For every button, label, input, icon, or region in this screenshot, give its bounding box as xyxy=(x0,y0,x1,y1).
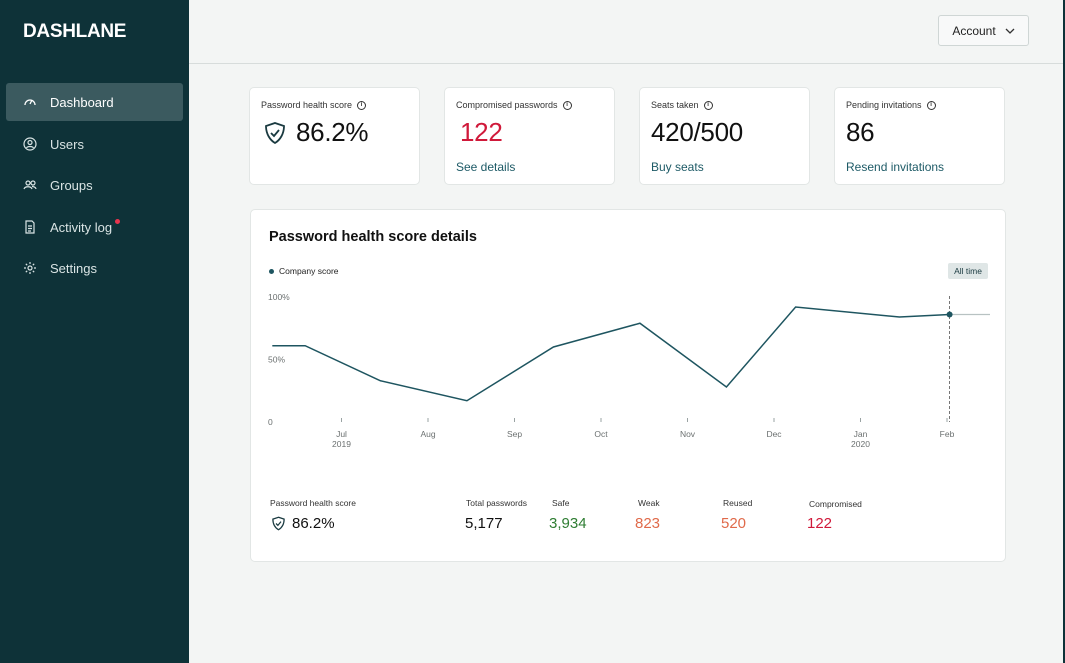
sidebar-item-label: Settings xyxy=(50,260,97,276)
card-value: 86 xyxy=(846,117,875,147)
health-score-panel: 0 50% 100% Jul 2019 Aug Sep Oct Nov Dec Jan 2020 Feb… xyxy=(250,209,1006,562)
x-tick-label: Jan xyxy=(854,429,868,439)
stat-weak-label: Weak xyxy=(638,498,660,508)
top-bar: Account xyxy=(189,0,1065,64)
x-tick-label: Feb xyxy=(940,429,955,439)
info-icon[interactable]: i xyxy=(703,100,713,110)
y-tick-label: 100% xyxy=(268,292,290,302)
card-label: Password health score xyxy=(261,100,353,110)
shield-check-icon xyxy=(265,122,285,145)
sidebar-item-label: Users xyxy=(50,136,84,152)
sidebar-item-activity-log[interactable]: Activity log xyxy=(6,208,183,246)
shield-check-icon xyxy=(272,516,285,531)
card-value: 420/500 xyxy=(651,117,743,147)
card-value: 86.2% xyxy=(296,117,369,147)
gauge-icon xyxy=(23,95,37,109)
account-label: Account xyxy=(952,23,996,38)
stat-compromised-label: Compromised xyxy=(809,499,862,509)
sidebar-item-dashboard[interactable]: Dashboard xyxy=(6,83,183,121)
sidebar-item-settings[interactable]: Settings xyxy=(6,249,183,287)
y-tick-label: 0 xyxy=(268,417,273,427)
card-compromised-passwords: Compromised passwords i 122 See details xyxy=(444,87,615,185)
card-seats-taken: Seats taken i 420/500 Buy seats xyxy=(639,87,810,185)
info-icon[interactable]: i xyxy=(926,100,936,110)
x-tick-label: Jul xyxy=(336,429,347,439)
legend-dot xyxy=(269,268,274,274)
x-tick-label: Aug xyxy=(420,429,435,439)
stat-safe-value: 3,934 xyxy=(549,515,587,532)
stat-score-value: 86.2% xyxy=(292,515,335,532)
stat-safe-label: Safe xyxy=(552,498,570,508)
account-dropdown[interactable]: Account xyxy=(938,15,1029,46)
group-icon xyxy=(23,178,37,192)
card-password-health: Password health score i 86.2% xyxy=(249,87,420,185)
info-icon[interactable]: i xyxy=(357,100,367,110)
y-tick-label: 50% xyxy=(268,355,285,365)
stat-reused-label: Reused xyxy=(723,498,753,508)
sidebar-item-label: Activity log xyxy=(50,219,113,235)
stat-total-value: 5,177 xyxy=(465,515,503,532)
x-tick-label: Dec xyxy=(766,429,782,439)
series-line-company-score xyxy=(272,306,950,402)
user-icon xyxy=(23,137,37,151)
stat-reused-value: 520 xyxy=(721,515,747,532)
x-tick-label: Oct xyxy=(594,429,608,439)
chevron-down-icon xyxy=(1005,28,1015,34)
brand-logo[interactable]: DASHLANE xyxy=(23,21,127,42)
stat-score-label: Password health score xyxy=(270,498,356,508)
legend-label: Company score xyxy=(279,266,339,276)
notification-dot xyxy=(115,218,121,224)
card-label: Seats taken xyxy=(651,100,699,110)
buy-seats-link[interactable]: Buy seats xyxy=(651,160,704,174)
stat-compromised-value: 122 xyxy=(807,515,833,532)
card-value: 122 xyxy=(460,117,503,147)
sidebar-item-label: Dashboard xyxy=(50,94,114,110)
see-details-link[interactable]: See details xyxy=(456,160,516,174)
stat-weak-value: 823 xyxy=(635,515,661,532)
panel-title: Password health score details xyxy=(269,229,477,245)
stat-total-label: Total passwords xyxy=(466,498,527,508)
info-icon[interactable]: i xyxy=(562,100,572,110)
chart-legend: Company score xyxy=(269,266,339,276)
sidebar-item-label: Groups xyxy=(50,177,93,193)
card-label: Compromised passwords xyxy=(456,100,558,110)
all-time-button[interactable]: All time xyxy=(948,263,988,279)
current-point-marker xyxy=(946,311,953,318)
sidebar-item-groups[interactable]: Groups xyxy=(6,166,183,204)
window-edge xyxy=(1063,0,1065,663)
x-tick-label: Nov xyxy=(680,429,696,439)
card-label: Pending invitations xyxy=(846,100,922,110)
sidebar-item-users[interactable]: Users xyxy=(6,125,183,163)
x-tick-sublabel: 2020 xyxy=(851,439,870,449)
document-icon xyxy=(23,220,37,234)
gear-icon xyxy=(23,261,37,275)
card-pending-invitations: Pending invitations i 86 Resend invitatio… xyxy=(834,87,1005,185)
x-tick-sublabel: 2019 xyxy=(332,439,351,449)
sidebar: DASHLANE Dashboard Users Groups Activity… xyxy=(0,0,189,663)
resend-invitations-link[interactable]: Resend invitations xyxy=(846,160,945,174)
x-tick-label: Sep xyxy=(507,429,522,439)
